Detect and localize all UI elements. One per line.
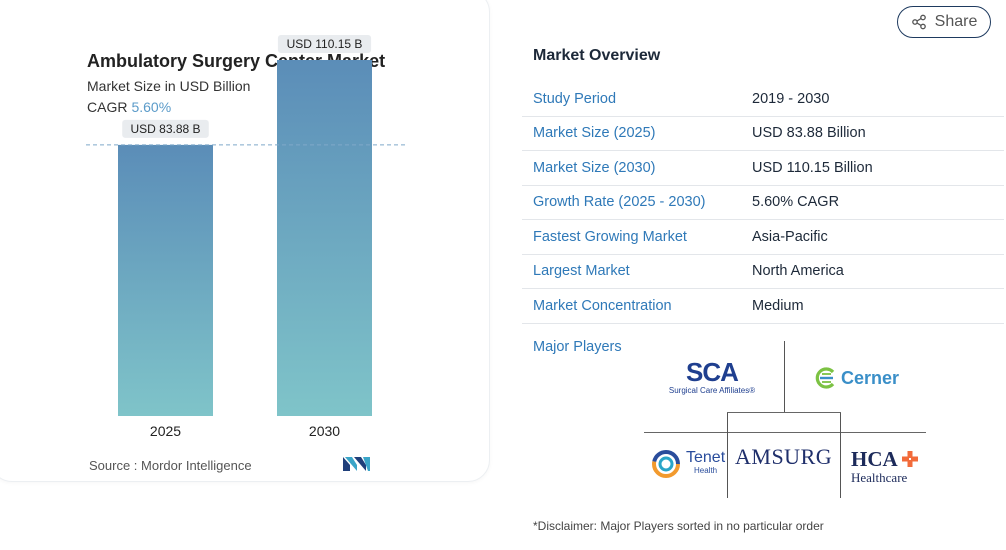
logo-divider (644, 432, 926, 433)
bar-2030 (277, 59, 372, 416)
overview-value: Medium (752, 297, 804, 314)
overview-row: Study Period 2019 - 2030 (522, 82, 1004, 117)
tenet-subtitle: Health (694, 466, 718, 475)
overview-label: Largest Market (533, 263, 630, 280)
source-line: Source : Mordor Intelligence (89, 458, 252, 473)
overview-value: 5.60% CAGR (752, 194, 840, 211)
overview-value: 2019 - 2030 (752, 90, 830, 107)
overview-value: USD 110.15 Billion (752, 159, 873, 176)
logo-divider (784, 341, 785, 413)
amsurg-logo: AMSURG (735, 444, 833, 469)
sca-mark: SCA (686, 357, 739, 387)
cagr-line: CAGR 5.60% (87, 99, 171, 115)
major-players-label: Major Players (533, 339, 622, 355)
bar-2025 (118, 144, 213, 416)
hca-wordmark: HCA (851, 447, 898, 471)
cagr-label: CAGR (87, 99, 128, 115)
chart-card (0, 0, 490, 482)
logo-divider (727, 412, 841, 413)
overview-value: North America (752, 263, 844, 280)
overview-row: Market Size (2025) USD 83.88 Billion (522, 117, 1004, 151)
cagr-value: 5.60% (131, 99, 172, 115)
overview-title: Market Overview (533, 47, 661, 64)
overview-row: Market Concentration Medium (522, 289, 1004, 324)
sca-subtitle: Surgical Care Affiliates® (668, 386, 756, 395)
x-tick-label: 2025 (150, 423, 181, 439)
mordor-intelligence-logo (343, 457, 370, 471)
cerner-icon (815, 367, 835, 389)
overview-label: Market Size (2030) (533, 159, 656, 176)
source-label: Source : (89, 458, 138, 473)
overview-label: Study Period (533, 90, 617, 107)
overview-value: Asia-Pacific (752, 228, 828, 245)
source-text: Mordor Intelligence (141, 458, 252, 473)
overview-table: Study Period 2019 - 2030 Market Size (20… (522, 82, 1004, 324)
overview-row: Largest Market North America (522, 255, 1004, 289)
cerner-wordmark: Cerner (841, 367, 900, 388)
logo-divider (840, 412, 841, 498)
chart-subtitle: Market Size in USD Billion (87, 78, 251, 94)
sca-logo: SCA Surgical Care Affiliates® (660, 358, 764, 396)
data-label-box (277, 34, 372, 53)
logo-divider (727, 412, 728, 498)
overview-label: Market Concentration (533, 297, 672, 314)
overview-row: Market Size (2030) USD 110.15 Billion (522, 151, 1004, 186)
overview-row: Fastest Growing Market Asia-Pacific (522, 220, 1004, 255)
disclaimer: *Disclaimer: Major Players sorted in no … (533, 519, 824, 533)
overview-row: Growth Rate (2025 - 2030) 5.60% CAGR (522, 186, 1004, 220)
hca-cross-icon (902, 451, 919, 467)
tenet-wordmark: Tenet Health (686, 449, 726, 477)
share-label: Share (934, 13, 978, 30)
overview-value: USD 83.88 Billion (752, 125, 866, 142)
overview-label: Market Size (2025) (533, 125, 656, 142)
tenet-logo: Tenet Health (650, 448, 725, 480)
data-label-box (122, 119, 209, 138)
tenet-name: Tenet (686, 449, 726, 466)
bar-chart: USD 83.88 B 2025 USD 110.15 B 2030 (86, 34, 406, 439)
data-label: USD 83.88 B (130, 122, 200, 136)
share-button[interactable]: Share (897, 6, 991, 38)
share-icon (911, 14, 926, 30)
cerner-logo: Cerner (813, 366, 899, 390)
hca-subtitle: Healthcare (851, 470, 908, 485)
overview-label: Growth Rate (2025 - 2030) (533, 194, 706, 211)
x-tick-label: 2030 (309, 423, 340, 439)
overview-label: Fastest Growing Market (533, 228, 687, 245)
data-label: USD 110.15 B (287, 37, 363, 51)
tenet-icon (652, 450, 680, 478)
hca-logo: HCA Healthcare (851, 449, 919, 486)
